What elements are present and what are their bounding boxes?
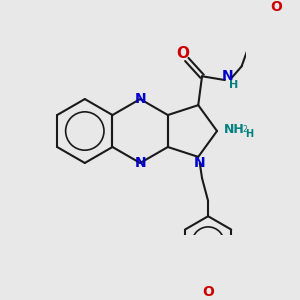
Text: O: O [176,46,190,61]
Text: O: O [202,285,214,299]
Text: O: O [271,0,283,14]
Text: N: N [221,69,233,83]
Text: $_2$: $_2$ [242,123,248,136]
Text: H: H [245,129,253,139]
Text: N: N [194,156,206,170]
Text: N: N [134,92,146,106]
Text: H: H [230,80,238,90]
Text: NH: NH [224,123,244,136]
Text: N: N [134,156,146,170]
